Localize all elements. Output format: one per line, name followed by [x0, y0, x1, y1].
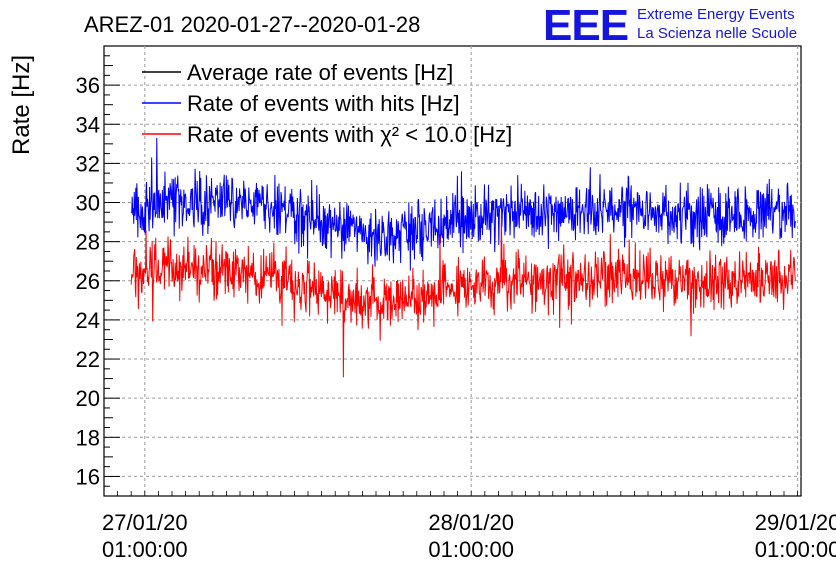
- x-axis: 27/01/2001:00:0028/01/2001:00:0029/01/20…: [102, 491, 836, 562]
- x-tick-label-time: 01:00:00: [102, 537, 188, 562]
- eee-logo: EEE: [543, 1, 628, 50]
- legend-label-hits: Rate of events with hits [Hz]: [187, 91, 460, 116]
- chart-title: AREZ-01 2020-01-27--2020-01-28: [84, 12, 420, 37]
- y-axis: 16 18 20 22 24 26 28 30 32 34 36: [76, 45, 120, 497]
- y-tick-label: 34: [76, 112, 100, 137]
- series-line-hits: [130, 137, 796, 271]
- y-tick-label: 28: [76, 230, 100, 255]
- y-tick-label: 26: [76, 269, 100, 294]
- y-tick-label: 36: [76, 73, 100, 98]
- x-tick-label-time: 01:00:00: [428, 537, 514, 562]
- series-line-chi2: [130, 214, 796, 378]
- x-tick-label-date: 28/01/20: [428, 510, 514, 535]
- series-lines: [130, 137, 796, 378]
- y-tick-label: 18: [76, 425, 100, 450]
- x-tick-label-date: 29/01/20: [755, 510, 836, 535]
- x-tick-label-time: 01:00:00: [755, 537, 836, 562]
- legend-label-average: Average rate of events [Hz]: [187, 60, 453, 85]
- legend: Average rate of events [Hz] Rate of even…: [142, 60, 512, 147]
- y-tick-label: 20: [76, 386, 100, 411]
- x-tick-label-date: 27/01/20: [102, 510, 188, 535]
- y-tick-label: 24: [76, 308, 100, 333]
- y-tick-label: 32: [76, 151, 100, 176]
- y-tick-label: 22: [76, 347, 100, 372]
- y-axis-label: Rate [Hz]: [8, 55, 35, 155]
- legend-label-chi2: Rate of events with χ² < 10.0 [Hz]: [187, 122, 512, 147]
- logo-subtitle-1: Extreme Energy Events: [637, 6, 795, 23]
- y-tick-label: 16: [76, 464, 100, 489]
- y-tick-label: 30: [76, 191, 100, 216]
- logo-subtitle-2: La Scienza nelle Scuole: [637, 25, 797, 42]
